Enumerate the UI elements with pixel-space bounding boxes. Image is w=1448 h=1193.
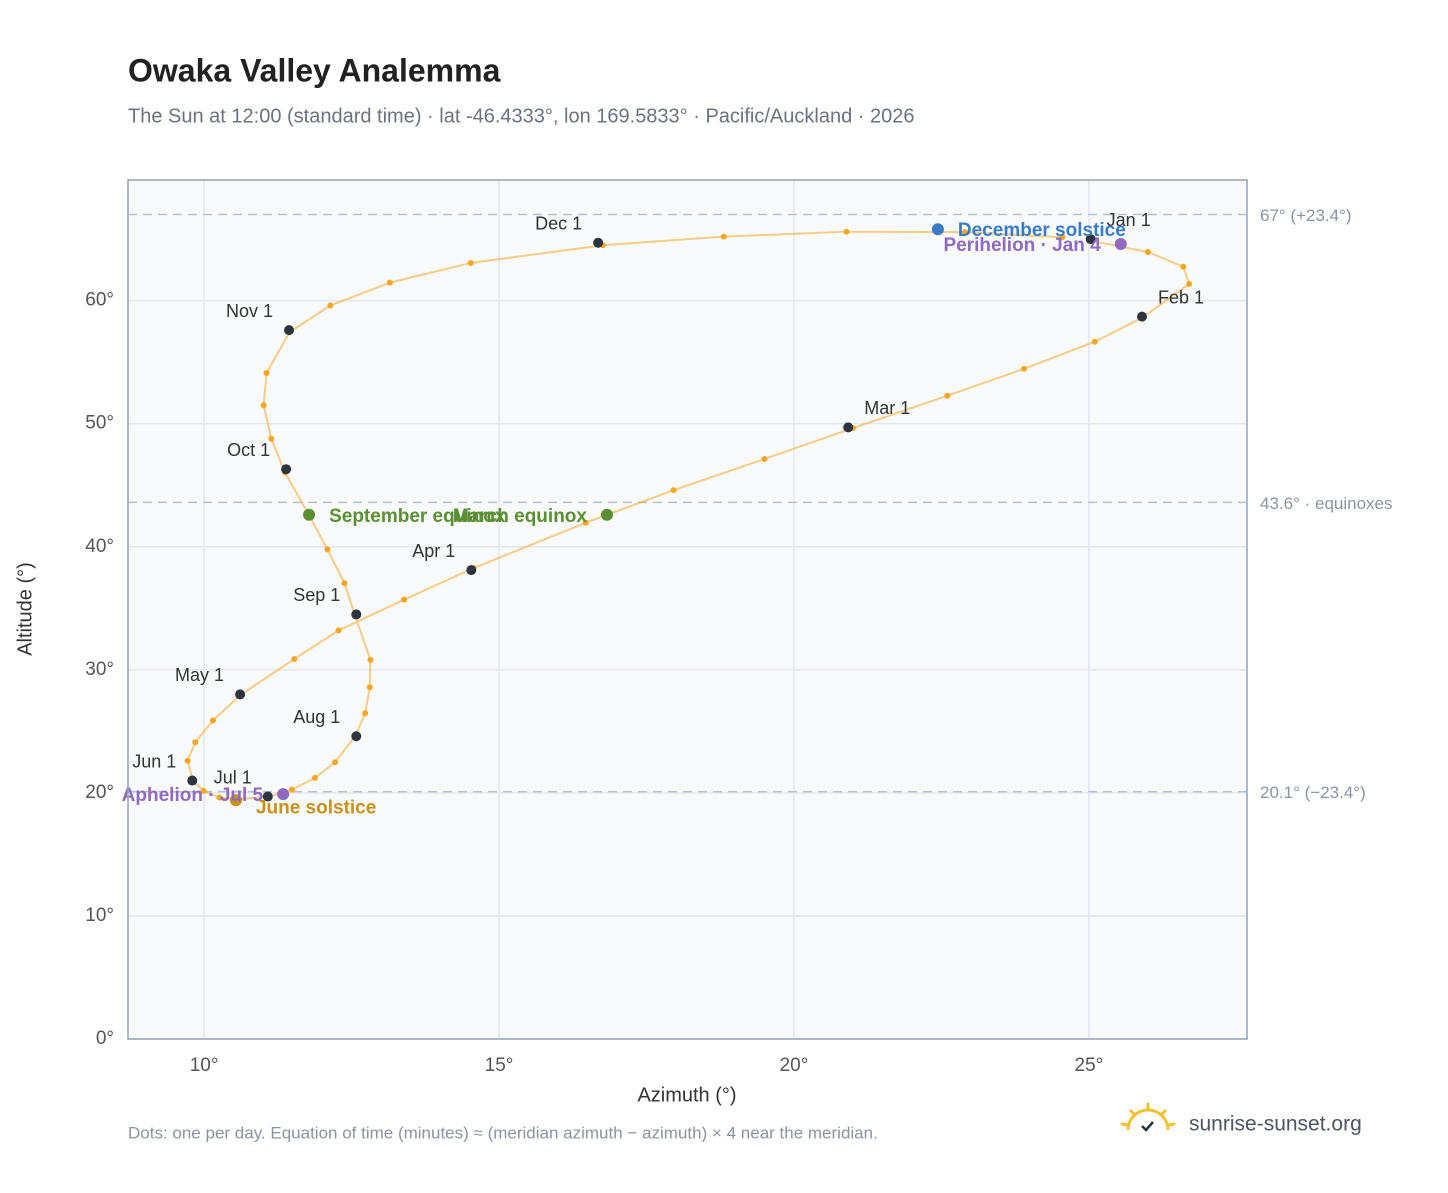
day-dot <box>401 596 408 603</box>
month-label: Sep 1 <box>293 585 340 605</box>
day-dot <box>1091 338 1098 345</box>
x-axis-label: Azimuth (°) <box>637 1084 736 1106</box>
reference-label: 20.1° (−23.4°) <box>1260 783 1366 802</box>
month-marker <box>187 775 198 786</box>
month-marker <box>1085 234 1096 245</box>
month-marker <box>262 791 273 802</box>
month-marker <box>284 325 295 336</box>
y-axis-label: Altitude (°) <box>14 562 36 656</box>
y-tick-label: 20° <box>85 782 114 803</box>
event-label: June solstice <box>256 797 376 818</box>
footnote: Dots: one per day. Equation of time (min… <box>128 1123 878 1142</box>
day-dot <box>962 229 969 236</box>
day-dot <box>1186 280 1193 287</box>
month-label: Aug 1 <box>293 707 340 727</box>
brand-name: sunrise-sunset.org <box>1189 1113 1362 1136</box>
day-dot <box>327 302 334 309</box>
day-dot <box>268 435 275 442</box>
day-dot <box>1021 365 1028 372</box>
y-tick-label: 60° <box>85 290 114 311</box>
y-tick-label: 0° <box>96 1028 114 1049</box>
month-marker <box>1137 311 1148 322</box>
day-dot <box>263 369 270 376</box>
day-dot <box>366 684 373 691</box>
event-label: March equinox <box>453 506 588 527</box>
day-dot <box>311 774 318 781</box>
day-dot <box>332 759 339 766</box>
day-dot <box>1180 263 1187 270</box>
brand-logo <box>1120 1102 1176 1132</box>
reference-label: 67° (+23.4°) <box>1260 206 1352 225</box>
day-dot <box>1144 248 1151 255</box>
day-dot <box>944 392 951 399</box>
month-label: Apr 1 <box>412 541 455 561</box>
day-dot <box>200 787 207 794</box>
day-dot <box>209 717 216 724</box>
chart-subtitle: The Sun at 12:00 (standard time) · lat -… <box>128 105 914 127</box>
day-dot <box>386 279 393 286</box>
y-tick-label: 40° <box>85 536 114 557</box>
event-label: Aphelion · Jul 5 <box>122 785 264 806</box>
month-label: Oct 1 <box>227 440 270 460</box>
x-tick-label: 10° <box>190 1055 219 1076</box>
event-label: Perihelion · Jan 4 <box>943 235 1101 256</box>
y-tick-label: 50° <box>85 413 114 434</box>
day-dot <box>670 487 677 494</box>
plot-frame <box>127 179 1248 1040</box>
day-dot <box>582 519 589 526</box>
day-dot <box>761 455 768 462</box>
day-dot <box>324 546 331 553</box>
event-marker <box>277 788 290 801</box>
plot-background <box>128 180 1247 1039</box>
y-tick-label: 10° <box>85 905 114 926</box>
month-label: Jan 1 <box>1107 210 1151 230</box>
day-dot <box>467 259 474 266</box>
marks: Jan 1 Feb 1 Mar 1 Apr 1 May 1 Jun 1 Jul 1 Aug 1… <box>122 210 1204 818</box>
month-marker <box>593 237 604 248</box>
day-dot <box>288 786 295 793</box>
month-marker <box>351 609 362 620</box>
day-dot <box>1059 234 1066 241</box>
month-label: Nov 1 <box>226 301 273 321</box>
month-label: May 1 <box>175 665 224 685</box>
month-label: Jun 1 <box>132 751 176 771</box>
day-dot <box>260 402 267 409</box>
chart-title: Owaka Valley Analemma <box>128 52 501 88</box>
month-label: Dec 1 <box>535 214 582 234</box>
day-dot <box>362 710 369 717</box>
month-marker <box>843 422 854 433</box>
day-dot <box>335 627 342 634</box>
day-dot <box>184 757 191 764</box>
event-marker <box>931 223 944 236</box>
day-dot <box>843 228 850 235</box>
month-label: Feb 1 <box>1158 287 1204 307</box>
month-marker <box>235 689 246 700</box>
day-dot <box>216 794 223 801</box>
day-dot <box>720 233 727 240</box>
day-dot <box>291 655 298 662</box>
month-marker <box>351 731 362 742</box>
day-dot <box>367 656 374 663</box>
month-label: Jul 1 <box>214 767 252 787</box>
event-label: December solstice <box>958 220 1126 241</box>
reference-lines <box>128 213 1247 793</box>
event-marker <box>303 508 316 521</box>
day-dot <box>341 580 348 587</box>
x-tick-label: 20° <box>780 1055 809 1076</box>
month-marker <box>281 464 292 475</box>
month-marker <box>466 565 477 576</box>
event-label: September equinox <box>329 506 506 527</box>
y-tick-label: 30° <box>85 659 114 680</box>
month-label: Mar 1 <box>864 398 910 418</box>
x-tick-label: 25° <box>1075 1055 1104 1076</box>
event-marker <box>229 794 242 807</box>
reference-label: 43.6° · equinoxes <box>1260 494 1393 513</box>
event-marker <box>1114 237 1127 250</box>
day-dot <box>192 739 199 746</box>
x-tick-label: 15° <box>485 1055 514 1076</box>
event-marker <box>600 508 613 521</box>
